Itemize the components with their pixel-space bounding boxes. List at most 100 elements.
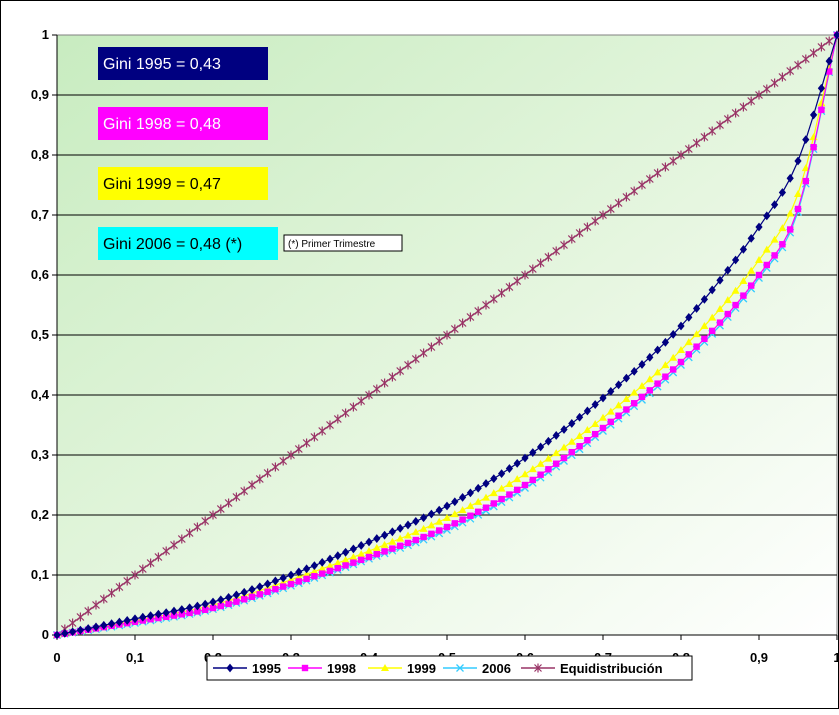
data-point (420, 534, 426, 540)
data-point (311, 573, 317, 579)
data-point (748, 282, 754, 288)
gini-label: Gini 1998 = 0,48 (103, 116, 221, 133)
gini-label: Gini 2006 = 0,48 (*) (103, 236, 242, 253)
gini-box: Gini 1999 = 0,47 (98, 167, 268, 200)
data-point (452, 520, 458, 526)
x-tick-label: 0 (53, 650, 60, 665)
data-point (608, 419, 614, 425)
gini-box: Gini 1998 = 0,48 (98, 107, 268, 140)
data-point (522, 482, 528, 488)
gini-label: Gini 1999 = 0,47 (103, 176, 221, 193)
data-point (592, 431, 598, 437)
data-point (389, 545, 395, 551)
data-point (686, 351, 692, 357)
data-point (631, 400, 637, 406)
data-point (670, 366, 676, 372)
data-point (467, 513, 473, 519)
data-point (623, 406, 629, 412)
y-tick-label: 0,7 (31, 207, 49, 222)
gini-box: Gini 1995 = 0,43 (98, 47, 268, 80)
data-point (428, 531, 434, 537)
x-tick-label: 0,1 (126, 650, 144, 665)
data-point (569, 449, 575, 455)
y-tick-label: 0,8 (31, 147, 49, 162)
data-point (561, 455, 567, 461)
y-tick-label: 0 (42, 627, 49, 642)
data-point (795, 206, 801, 212)
y-tick-label: 0,1 (31, 567, 49, 582)
data-point (381, 548, 387, 554)
data-point (693, 343, 699, 349)
data-point (771, 252, 777, 258)
y-tick-label: 0,3 (31, 447, 49, 462)
y-tick-label: 0,9 (31, 87, 49, 102)
data-point (280, 583, 286, 589)
data-point (241, 596, 247, 602)
y-tick-label: 0,2 (31, 507, 49, 522)
data-point (288, 581, 294, 587)
legend-label: 2006 (482, 661, 511, 676)
data-point (662, 373, 668, 379)
data-point (639, 394, 645, 400)
data-point (358, 557, 364, 563)
data-point (483, 504, 489, 510)
data-point (498, 496, 504, 502)
gini-box: Gini 2006 = 0,48 (*) (98, 227, 278, 260)
y-tick-label: 0,5 (31, 327, 49, 342)
data-point (350, 559, 356, 565)
data-point (654, 380, 660, 386)
y-tick-label: 0,6 (31, 267, 49, 282)
data-point (475, 509, 481, 515)
data-point (537, 472, 543, 478)
data-point (530, 477, 536, 483)
data-point (233, 598, 239, 604)
legend-label: 1995 (252, 661, 281, 676)
data-point (413, 537, 419, 543)
data-point (725, 311, 731, 317)
data-point (576, 443, 582, 449)
legend-label: 1999 (407, 661, 436, 676)
gini-label: Gini 1995 = 0,43 (103, 56, 221, 73)
data-point (366, 554, 372, 560)
data-point (740, 292, 746, 298)
data-point (779, 241, 785, 247)
data-point (335, 565, 341, 571)
data-point (803, 178, 809, 184)
data-point (584, 437, 590, 443)
legend-label: 1998 (327, 661, 356, 676)
data-point (327, 568, 333, 574)
data-point (787, 226, 793, 232)
data-point (459, 516, 465, 522)
data-point (342, 562, 348, 568)
data-point (732, 302, 738, 308)
data-point (553, 461, 559, 467)
data-point (257, 591, 263, 597)
footnote-box: (*) Primer Trimestre (284, 235, 402, 251)
x-tick-label: 1 (833, 650, 839, 665)
data-point (397, 543, 403, 549)
data-point (545, 466, 551, 472)
data-point (701, 336, 707, 342)
data-point (506, 491, 512, 497)
data-point (319, 570, 325, 576)
data-point (678, 359, 684, 365)
data-point (374, 551, 380, 557)
data-point (264, 589, 270, 595)
legend-marker (302, 665, 308, 671)
x-tick-label: 0,9 (750, 650, 768, 665)
legend-label: Equidistribución (560, 661, 663, 676)
data-point (272, 586, 278, 592)
data-point (303, 576, 309, 582)
data-point (600, 425, 606, 431)
y-tick-label: 0,4 (31, 387, 50, 402)
data-point (647, 387, 653, 393)
data-point (717, 319, 723, 325)
data-point (818, 107, 824, 113)
data-point (436, 527, 442, 533)
data-point (249, 594, 255, 600)
y-tick-label: 1 (42, 27, 49, 42)
data-point (405, 540, 411, 546)
data-point (444, 524, 450, 530)
